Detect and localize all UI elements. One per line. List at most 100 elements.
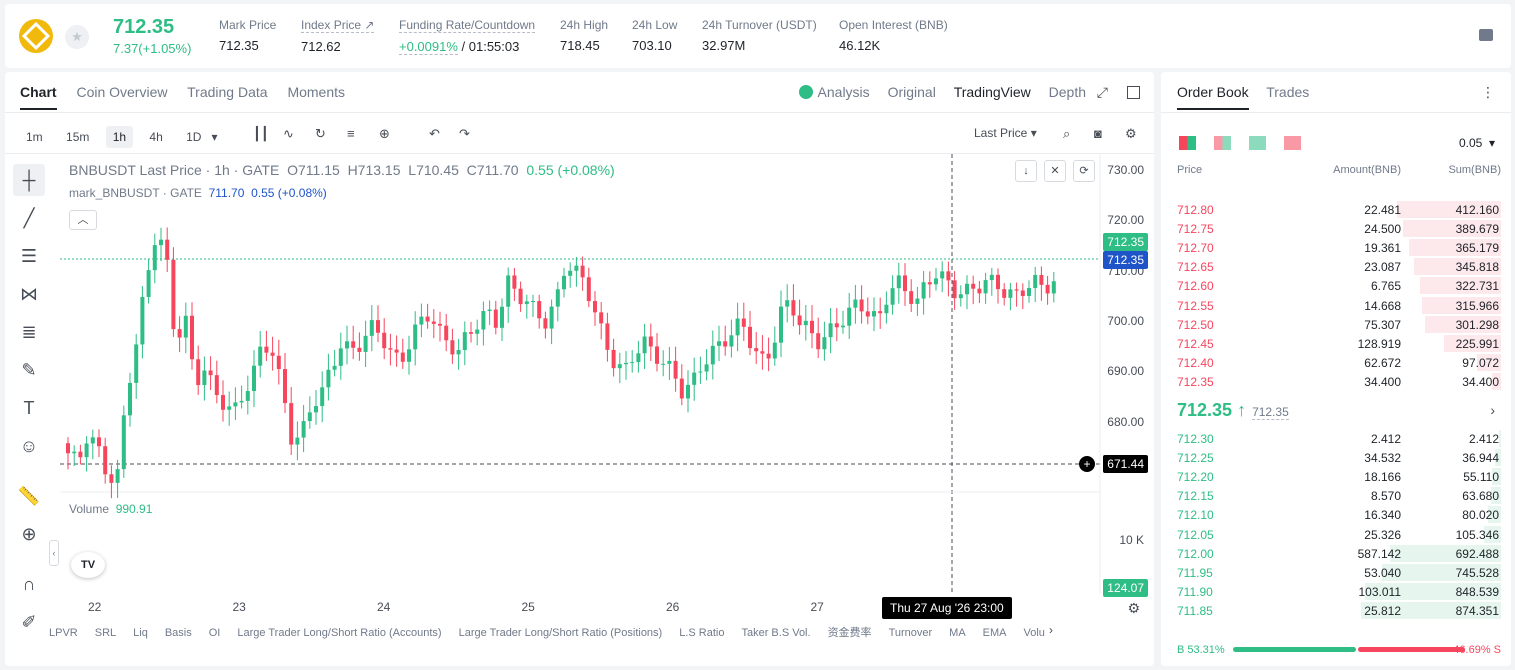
refresh-icon[interactable]: ↻ [315,126,326,141]
indicator-6[interactable]: Large Trader Long/Short Ratio (Positions… [458,627,663,639]
last-price-select[interactable]: Last Price ▾ [974,126,1037,140]
depth-bar [1488,506,1501,524]
orderbook-row[interactable]: 712.60 6.765 322.731 [1161,276,1511,295]
orderbook-row[interactable]: 712.75 24.500 389.679 [1161,219,1511,238]
orderbook-row[interactable]: 712.15 8.570 63.680 [1161,486,1511,505]
orderbook-row[interactable]: 712.30 2.412 2.412 [1161,429,1511,448]
orderbook-row[interactable]: 711.85 25.812 874.351 [1161,601,1511,620]
candle [524,301,529,305]
interval-15m[interactable]: 15m [66,130,90,144]
view-both-icon[interactable] [1179,136,1196,150]
tick-size-select[interactable]: 0.05 ▾ [1458,136,1495,150]
interval-1d[interactable]: 1D ▾ [186,130,218,144]
orderbook-row[interactable]: 712.05 25.326 105.346 [1161,525,1511,544]
interval-1m[interactable]: 1m [26,130,43,144]
book-icon[interactable] [1479,29,1493,41]
emoji-tool-icon[interactable]: ☺ [19,435,39,456]
list-icon[interactable]: ≡ [347,126,355,141]
pattern-tool-icon[interactable]: ⋈ [20,283,38,304]
fib-tool-icon[interactable]: ≣ [21,321,37,342]
text-tool-icon[interactable]: T [23,397,35,418]
indicator-12[interactable]: EMA [982,627,1007,639]
ruler-tool-icon[interactable]: 📏 [17,485,41,506]
orderbook-row[interactable]: 712.25 34.532 36.944 [1161,448,1511,467]
indicator-9[interactable]: 资金费率 [827,627,872,639]
crosshair-tool-icon[interactable]: ┼ [13,164,45,196]
indicator-5[interactable]: Large Trader Long/Short Ratio (Accounts) [237,627,442,639]
scroll-down-icon[interactable]: ↓ [1015,160,1037,182]
candle [450,340,455,355]
chart-settings-icon[interactable]: ⚙ [1127,600,1140,616]
stat-index-price[interactable]: Index Price ↗ 712.62 [301,18,375,54]
orderbook-row[interactable]: 712.80 22.481 412.160 [1161,200,1511,219]
orderbook-row[interactable]: 712.00 587.142 692.488 [1161,544,1511,563]
chevron-right-icon[interactable]: › [1490,402,1495,418]
redo-icon[interactable]: ↷ [459,126,470,141]
fullscreen-icon[interactable] [1127,86,1140,99]
collapse-legend-button[interactable]: ︿ [69,210,97,230]
pencil-tool-icon[interactable]: ✐ [21,611,37,632]
tab-chart[interactable]: Chart [20,84,57,110]
collapse-sidebar-icon[interactable]: ‹ [49,540,59,566]
magnet-tool-icon[interactable]: ∩ [22,573,36,594]
search-icon[interactable]: ⌕ [1063,126,1071,141]
orderbook-row[interactable]: 711.95 53.040 745.528 [1161,563,1511,582]
tab-trades[interactable]: Trades [1266,84,1310,100]
candlestick-chart[interactable] [60,154,1150,594]
orderbook-row[interactable]: 712.45 128.919 225.991 [1161,334,1511,353]
trendline-tool-icon[interactable]: ╱ [23,207,35,228]
orderbook-row[interactable]: 712.70 19.361 365.179 [1161,238,1511,257]
tab-moments[interactable]: Moments [287,84,346,100]
orderbook-row[interactable]: 711.90 103.011 848.539 [1161,582,1511,601]
indicator-4[interactable]: OI [208,627,221,639]
more-icon[interactable]: ⋮ [1481,84,1495,100]
add-alert-icon[interactable]: + [1079,456,1095,472]
view-asks-icon[interactable] [1284,136,1301,150]
add-indicator-icon[interactable]: ⊕ [379,126,390,141]
orderbook-row[interactable]: 712.35 34.400 34.400 [1161,372,1511,391]
indicator-10[interactable]: Turnover [888,627,933,639]
tab-coin-overview[interactable]: Coin Overview [76,84,168,100]
gear-icon[interactable]: ⚙ [1125,126,1137,141]
interval-1h[interactable]: 1h [105,126,134,148]
view-bids-icon[interactable] [1249,136,1266,150]
favorite-star-icon[interactable]: ★ [65,25,89,49]
undo-icon[interactable]: ↶ [429,126,440,141]
tab-depth[interactable]: Depth [1048,84,1086,100]
candle-type-icon[interactable]: ┃┃ [253,126,269,141]
collapse-icon[interactable]: ✕ [1044,160,1066,182]
orderbook-row[interactable]: 712.20 18.166 55.110 [1161,467,1511,486]
orderbook-row[interactable]: 712.65 23.087 345.818 [1161,257,1511,276]
orderbook-row[interactable]: 712.10 16.340 80.020 [1161,505,1511,524]
chevron-right-icon[interactable]: › [1049,623,1053,637]
horizontal-lines-tool-icon[interactable]: ☰ [20,245,38,266]
order-amount: 8.570 [1370,489,1401,504]
view-split-icon[interactable] [1214,136,1231,150]
brush-tool-icon[interactable]: ✎ [21,359,37,380]
indicator-2[interactable]: Liq [133,627,148,639]
indicators-icon[interactable]: ∿ [283,126,294,141]
indicator-3[interactable]: Basis [164,627,192,639]
indicator-1[interactable]: SRL [94,627,117,639]
interval-4h[interactable]: 4h [149,130,163,144]
indicator-0[interactable]: LPVR [49,627,78,639]
auto-scale-icon[interactable]: ⟳ [1073,160,1095,182]
tab-analysis[interactable]: Analysis [798,84,870,100]
tab-original[interactable]: Original [887,84,936,100]
indicator-8[interactable]: Taker B.S Vol. [741,627,811,639]
tab-order-book[interactable]: Order Book [1177,84,1249,110]
order-sum: 322.731 [1455,279,1499,294]
orderbook-row[interactable]: 712.40 62.672 97.072 [1161,353,1511,372]
expand-icon[interactable]: ⤢ [1096,84,1108,100]
tab-tradingview[interactable]: TradingView [953,84,1031,100]
candle [946,271,951,281]
camera-icon[interactable]: ◙ [1094,126,1102,141]
orderbook-row[interactable]: 712.55 14.668 315.966 [1161,296,1511,315]
indicator-11[interactable]: MA [949,627,966,639]
indicator-13[interactable]: Volu [1023,627,1045,639]
indicator-7[interactable]: L.S Ratio [679,627,725,639]
orderbook-row[interactable]: 712.50 75.307 301.298 [1161,315,1511,334]
zoom-tool-icon[interactable]: ⊕ [21,523,37,544]
tab-trading-data[interactable]: Trading Data [187,84,268,100]
stat-funding-rate[interactable]: Funding Rate/Countdown +0.0091% / 01:55:0… [399,18,536,55]
